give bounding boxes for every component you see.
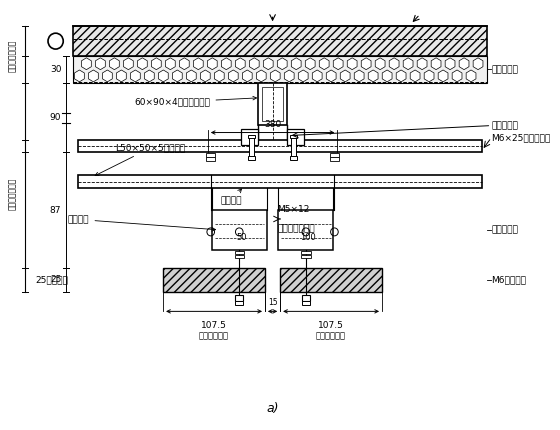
Text: 按实际工程采用: 按实际工程采用 (8, 40, 17, 72)
Bar (290, 157, 297, 160)
Text: 15: 15 (268, 298, 277, 307)
Text: 幕墙分格尺寸: 幕墙分格尺寸 (199, 331, 229, 340)
Text: 锁紧螺钉: 锁紧螺钉 (68, 215, 216, 231)
Bar (302, 295, 310, 301)
Bar (301, 251, 311, 254)
Bar (235, 251, 244, 254)
Text: 50: 50 (236, 233, 246, 242)
Text: 60×90×4镀锌鉢通主梁: 60×90×4镀锌鉢通主梁 (134, 96, 256, 107)
Text: 幕墙分格尺寸: 幕墙分格尺寸 (316, 331, 346, 340)
Text: 90: 90 (50, 113, 62, 122)
Bar (258, 83, 287, 125)
Bar (290, 135, 297, 138)
Bar (77, 175, 482, 188)
Bar (73, 56, 487, 83)
Bar (163, 267, 265, 292)
Text: M6后切螺栓: M6后切螺栓 (492, 275, 526, 284)
Text: a): a) (267, 402, 279, 415)
Bar (73, 26, 487, 56)
Text: 25: 25 (50, 275, 62, 284)
Text: 30: 30 (50, 65, 62, 74)
Bar (235, 255, 244, 258)
Text: L50×50×5镀锌角鉢: L50×50×5镀锌角鉢 (95, 144, 186, 175)
Bar (212, 210, 267, 250)
Text: 107.5: 107.5 (318, 321, 344, 330)
Bar (330, 157, 339, 161)
Bar (206, 154, 216, 157)
Text: 380: 380 (264, 120, 281, 129)
Text: 25厘花岗石: 25厘花岗石 (35, 275, 68, 284)
Bar (77, 141, 482, 152)
Bar (301, 255, 311, 258)
Bar (291, 136, 296, 158)
Bar (330, 154, 339, 157)
Text: M6×25不锈鉢螺杆: M6×25不锈鉢螺杆 (492, 133, 550, 142)
Bar (241, 129, 258, 145)
Text: 防腑垫片: 防腑垫片 (220, 189, 242, 205)
Text: 铝合金挂件: 铝合金挂件 (492, 225, 519, 234)
Bar (302, 301, 310, 305)
Bar (235, 295, 243, 301)
Text: 按实际工程采用: 按实际工程采用 (8, 178, 17, 210)
Bar (248, 135, 255, 138)
Text: 100: 100 (300, 233, 316, 242)
Bar (278, 210, 333, 250)
Text: 87: 87 (50, 206, 62, 215)
Bar (262, 87, 283, 120)
Text: 107.5: 107.5 (201, 321, 227, 330)
Bar (248, 157, 255, 160)
Bar (280, 267, 382, 292)
Bar (235, 301, 243, 305)
Text: M5×12: M5×12 (277, 205, 310, 214)
Bar (206, 157, 216, 161)
Bar (287, 129, 304, 145)
Text: 不锈鉢螺杆: 不锈鉢螺杆 (492, 121, 519, 130)
Text: 不锈鉢微调螺钉: 不锈鉢微调螺钉 (277, 224, 315, 233)
Text: 保温防火层: 保温防火层 (492, 65, 519, 74)
Bar (249, 136, 254, 158)
